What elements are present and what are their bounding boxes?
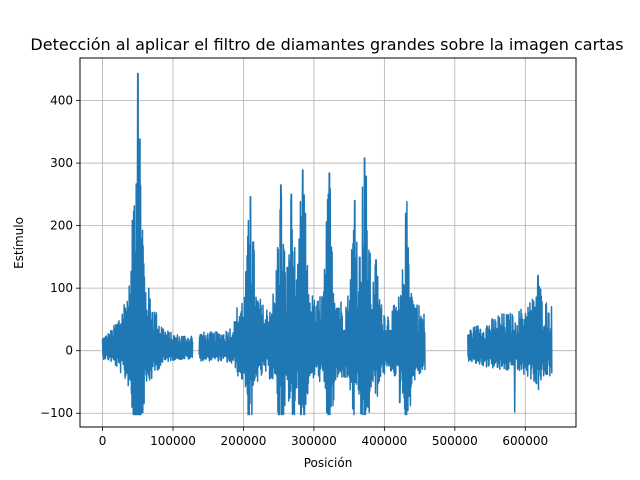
axes-frame: [79, 57, 577, 428]
y-tick-label: 400: [50, 94, 73, 108]
y-axis-ticks: −100 0 100 200 300 400: [40, 94, 80, 420]
x-tick-label: 400000: [361, 434, 407, 448]
x-tick-label: 600000: [502, 434, 548, 448]
chart-title: Detección al aplicar el filtro de diaman…: [30, 35, 623, 54]
x-tick-label: 500000: [432, 434, 478, 448]
y-tick-label: 300: [50, 156, 73, 170]
y-tick-label: 0: [65, 344, 73, 358]
x-axis-label: Posición: [304, 456, 353, 470]
plot-area: [101, 72, 553, 416]
y-axis-label: Estímulo: [12, 217, 26, 269]
x-tick-label: 300000: [291, 434, 337, 448]
series-line: [101, 72, 553, 416]
y-tick-label: 200: [50, 219, 73, 233]
y-tick-label: −100: [40, 406, 73, 420]
x-tick-label: 0: [99, 434, 107, 448]
x-axis-ticks: 0 100000 200000 300000 400000 500000 600000: [99, 427, 548, 448]
y-tick-label: 100: [50, 281, 73, 295]
grid: [80, 58, 576, 427]
x-tick-label: 200000: [221, 434, 267, 448]
x-tick-label: 100000: [150, 434, 196, 448]
